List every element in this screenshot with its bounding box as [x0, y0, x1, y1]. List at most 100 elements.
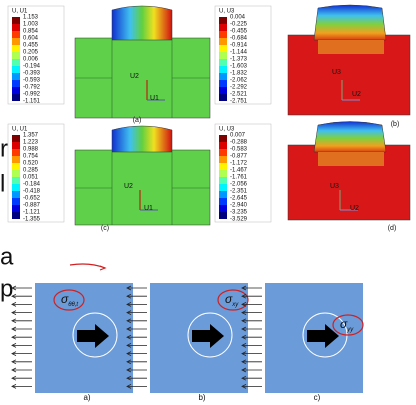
legend-value: -0.684 — [230, 36, 248, 42]
legend-value: 0.455 — [23, 43, 39, 49]
legend-value: -0.184 — [23, 182, 41, 188]
color-swatch — [12, 31, 20, 38]
legend-value: -0.194 — [23, 64, 41, 70]
edge-text: l — [0, 170, 5, 197]
stress-subscript: yy — [346, 327, 354, 333]
legend-value: 0.854 — [23, 29, 39, 35]
legend-value: -1.832 — [230, 71, 248, 77]
color-swatch — [12, 73, 20, 80]
legend-value: 0.988 — [23, 147, 39, 153]
legend-value: -2.292 — [230, 85, 248, 91]
color-swatch — [12, 94, 20, 101]
color-swatch — [219, 31, 227, 38]
color-swatch — [219, 38, 227, 45]
legend-value: 1.223 — [23, 140, 39, 146]
legend-value: -1.355 — [23, 217, 41, 223]
color-swatch — [219, 184, 227, 191]
color-swatch — [219, 45, 227, 52]
legend-value: 0.754 — [23, 154, 39, 160]
stress-diagrams — [70, 264, 105, 270]
edge-text: r — [0, 135, 8, 162]
color-swatch — [12, 59, 20, 66]
color-swatch — [219, 163, 227, 170]
color-swatch — [12, 184, 20, 191]
edge-text: a — [0, 243, 14, 270]
legend-value: -2.351 — [230, 189, 248, 195]
color-swatch — [12, 177, 20, 184]
axis-label: U2 — [130, 73, 139, 80]
axis-label: U2 — [352, 91, 361, 98]
panel-label: (d) — [388, 225, 397, 232]
stress-panel: σθθ,ta) — [12, 283, 133, 402]
legend-value: 1.357 — [23, 133, 39, 139]
legend-value: 1.003 — [23, 22, 39, 28]
color-swatch — [12, 52, 20, 59]
figure: U, U11.1531.0030.8540.6040.4550.2050.006… — [0, 0, 416, 405]
stress-label: b) — [198, 393, 205, 402]
legend-value: -0.225 — [230, 22, 248, 28]
color-swatch — [219, 149, 227, 156]
color-swatch — [219, 94, 227, 101]
color-swatch — [12, 170, 20, 177]
color-swatch — [219, 177, 227, 184]
legend-value: -0.914 — [230, 43, 248, 49]
legend-value: -2.645 — [230, 196, 248, 202]
legend-value: 1.153 — [23, 15, 39, 21]
axis-label: U2 — [350, 205, 359, 212]
color-swatch — [219, 17, 227, 24]
legend-value: -0.792 — [23, 85, 41, 91]
color-swatch — [12, 38, 20, 45]
legend-value: -3.529 — [230, 217, 248, 223]
legend-value: 0.604 — [23, 36, 39, 42]
legend: U, U11.1531.0030.8540.6040.4550.2050.006… — [8, 6, 64, 105]
color-swatch — [219, 142, 227, 149]
edge-text: p — [0, 275, 13, 302]
axis-label: U3 — [330, 183, 339, 190]
legend: U, U30.007-0.288-0.583-0.877-1.172-1.467… — [215, 124, 271, 223]
axis-label: U1 — [144, 205, 153, 212]
legend-value: -3.235 — [230, 210, 248, 216]
legend-value: -0.992 — [23, 92, 41, 98]
color-swatch — [12, 135, 20, 142]
legend-value: -2.940 — [230, 203, 248, 209]
legend-value: -1.151 — [23, 99, 41, 105]
color-swatch — [12, 149, 20, 156]
legend-value: -2.056 — [230, 182, 248, 188]
legend-value: -0.652 — [23, 196, 41, 202]
legend-value: -0.877 — [230, 154, 248, 160]
legend-value: -0.418 — [23, 189, 41, 195]
color-swatch — [12, 191, 20, 198]
legend-value: -1.761 — [230, 175, 248, 181]
color-swatch — [219, 66, 227, 73]
color-swatch — [219, 52, 227, 59]
color-swatch — [12, 156, 20, 163]
color-swatch — [12, 17, 20, 24]
color-swatch — [12, 142, 20, 149]
color-swatch — [219, 156, 227, 163]
color-swatch — [12, 66, 20, 73]
panel-label: (c) — [101, 225, 109, 232]
stress-label: a) — [83, 393, 90, 402]
legend-value: -0.455 — [230, 29, 248, 35]
legend-value: -0.583 — [230, 147, 248, 153]
stress-label: c) — [314, 393, 321, 402]
page: {"panels": [ {"legend_title": "U, U1", "… — [0, 0, 416, 405]
legend-value: -0.288 — [230, 140, 248, 146]
legend-value: 0.051 — [23, 175, 39, 181]
color-swatch — [219, 135, 227, 142]
legend: U, U11.3571.2230.9880.7540.5200.2850.051… — [8, 124, 64, 223]
stress-subscript: xy — [231, 302, 239, 308]
color-swatch — [219, 24, 227, 31]
legend-value: -1.373 — [230, 57, 248, 63]
color-swatch — [12, 163, 20, 170]
color-swatch — [12, 45, 20, 52]
axis-label: U2 — [124, 183, 133, 190]
legend-value: 0.205 — [23, 50, 39, 56]
color-swatch — [219, 73, 227, 80]
color-swatch — [12, 80, 20, 87]
legend-value: -2.521 — [230, 92, 248, 98]
legend-value: 0.520 — [23, 161, 39, 167]
legend-value: 0.285 — [23, 168, 39, 174]
